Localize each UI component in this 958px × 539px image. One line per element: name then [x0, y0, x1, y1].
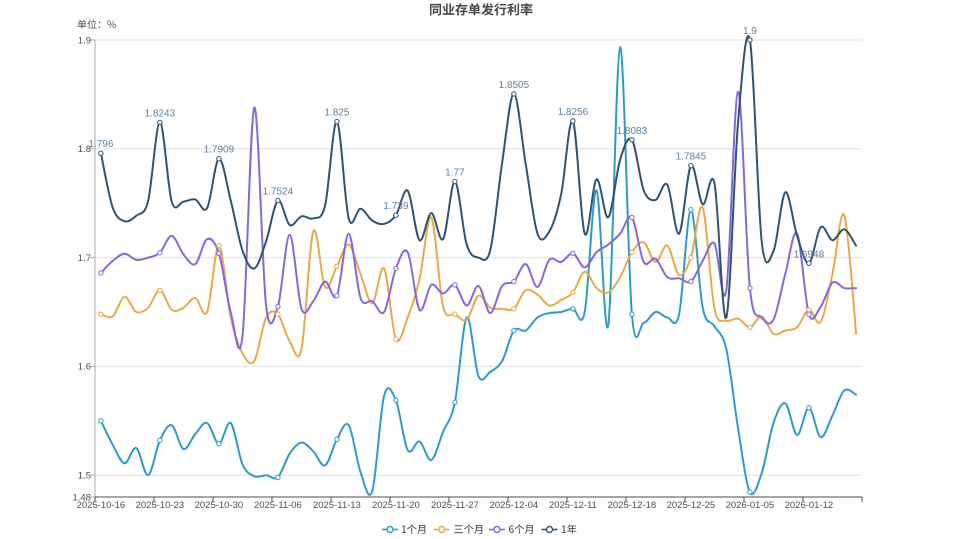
svg-text:2025-11-06: 2025-11-06: [254, 500, 302, 511]
svg-text:2026-01-05: 2026-01-05: [726, 500, 775, 511]
svg-text:1.739: 1.739: [383, 201, 408, 212]
svg-text:1.5: 1.5: [78, 471, 91, 482]
svg-text:2026-01-12: 2026-01-12: [785, 500, 834, 511]
svg-text:1.9: 1.9: [743, 26, 757, 37]
svg-text:2025-11-27: 2025-11-27: [431, 500, 479, 511]
svg-text:1.9: 1.9: [78, 35, 91, 46]
svg-text:1.8083: 1.8083: [617, 126, 648, 137]
svg-text:1.6: 1.6: [78, 362, 91, 373]
svg-text:1.796: 1.796: [88, 139, 113, 150]
svg-text:1.6948: 1.6948: [794, 249, 825, 260]
svg-text:1.7845: 1.7845: [676, 152, 707, 163]
svg-text:2025-11-13: 2025-11-13: [313, 500, 361, 511]
svg-text:2025-12-25: 2025-12-25: [667, 500, 716, 511]
svg-text:2025-12-04: 2025-12-04: [490, 500, 539, 511]
svg-text:2025-10-30: 2025-10-30: [195, 500, 244, 511]
svg-text:2025-11-20: 2025-11-20: [372, 500, 420, 511]
svg-text:1.7909: 1.7909: [204, 145, 235, 156]
svg-text:2025-10-23: 2025-10-23: [136, 500, 185, 511]
svg-text:1.8: 1.8: [78, 144, 91, 155]
svg-text:1.8243: 1.8243: [145, 108, 176, 119]
svg-text:1.48: 1.48: [73, 492, 92, 503]
svg-text:1.7524: 1.7524: [263, 187, 294, 198]
svg-text:1.77: 1.77: [445, 168, 465, 179]
svg-text:1.8256: 1.8256: [558, 107, 589, 118]
svg-text:1.7: 1.7: [78, 253, 91, 264]
svg-text:2025-12-11: 2025-12-11: [549, 500, 597, 511]
svg-text:2025-10-16: 2025-10-16: [77, 500, 126, 511]
svg-text:1.8505: 1.8505: [499, 80, 530, 91]
svg-text:2025-12-18: 2025-12-18: [608, 500, 657, 511]
svg-text:1.825: 1.825: [324, 108, 349, 119]
